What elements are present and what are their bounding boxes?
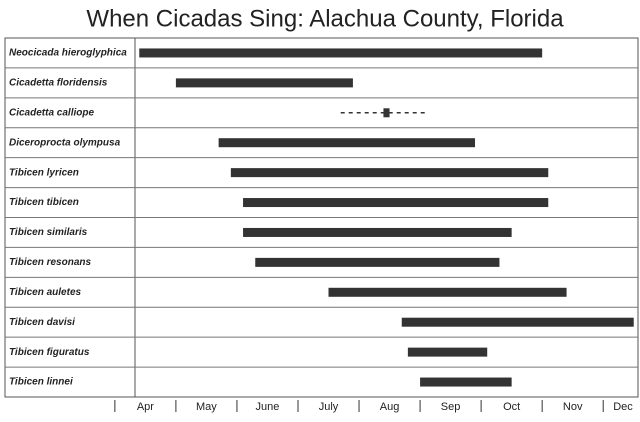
row-label: Tibicen tibicen: [9, 197, 79, 208]
row-label: Neocicada hieroglyphica: [9, 48, 127, 59]
bar: [328, 287, 567, 297]
x-tick-label: Aug: [380, 401, 400, 413]
bar: [255, 257, 500, 267]
chart-title: When Cicadas Sing: Alachua County, Flori…: [86, 5, 564, 32]
bar: [218, 138, 476, 148]
row-label: Cicadetta calliope: [9, 107, 94, 118]
bar: [175, 78, 353, 88]
bar: [401, 317, 634, 327]
x-tick-label: May: [196, 401, 217, 413]
x-tick-label: Oct: [503, 401, 520, 413]
x-tick-label: Dec: [613, 401, 633, 413]
row-label: Tibicen auletes: [9, 287, 82, 298]
x-tick-label: Apr: [137, 401, 154, 413]
bar: [407, 347, 488, 357]
row-label: Tibicen davisi: [9, 317, 75, 328]
bar: [139, 48, 543, 58]
bar: [230, 168, 549, 178]
bar: [243, 198, 549, 208]
x-tick-label: Nov: [563, 401, 583, 413]
x-tick-label: July: [319, 401, 339, 413]
row-label: Diceroprocta olympusa: [9, 137, 121, 148]
row-label: Tibicen lyricen: [9, 167, 79, 178]
row-label: Tibicen linnei: [9, 377, 73, 388]
row-label: Tibicen similaris: [9, 227, 88, 238]
bar: [420, 377, 512, 387]
row-label: Tibicen figuratus: [9, 347, 90, 358]
x-tick-label: Sep: [441, 401, 461, 413]
row-label: Tibicen resonans: [9, 257, 92, 268]
x-tick-label: June: [256, 401, 280, 413]
bar: [383, 108, 390, 118]
row-label: Cicadetta floridensis: [9, 78, 108, 89]
bar: [243, 227, 512, 237]
